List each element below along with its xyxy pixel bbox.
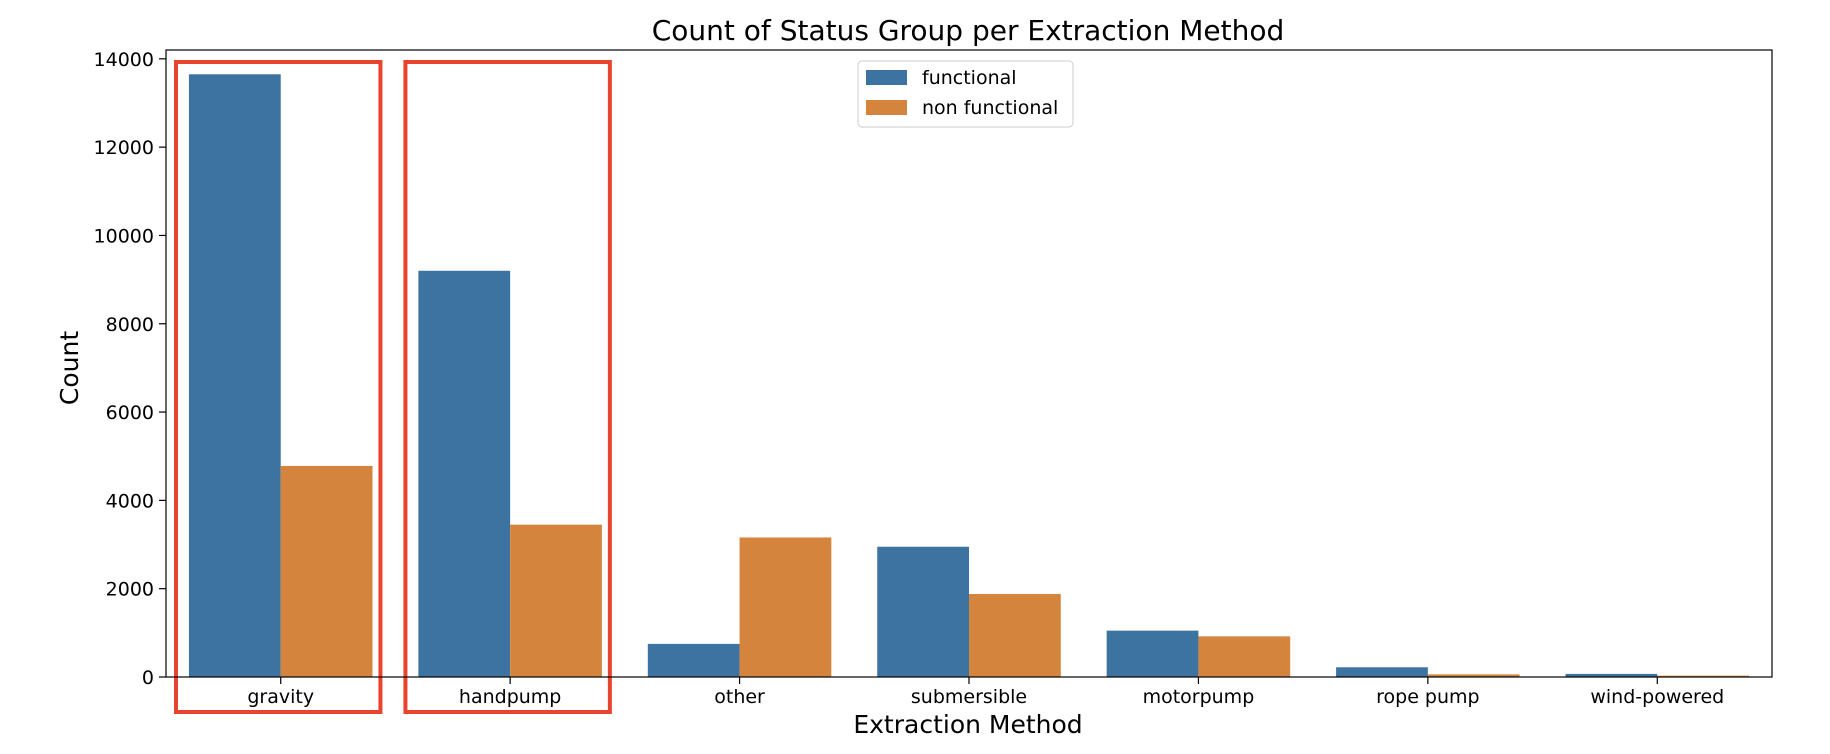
bar [1565, 673, 1658, 677]
x-tick-label: wind-powered [1590, 686, 1724, 708]
bar [739, 537, 832, 677]
x-axis-title: Extraction Method [853, 710, 1082, 739]
y-axis-title: Count [55, 331, 84, 405]
bar [969, 593, 1061, 677]
bar [510, 524, 602, 677]
legend-label: functional [922, 67, 1017, 89]
x-tick-label: rope pump [1376, 686, 1479, 708]
legend-swatch [866, 100, 907, 115]
x-tick-label: motorpump [1143, 686, 1255, 708]
legend-box [857, 60, 1074, 128]
y-tick-label: 14000 [94, 49, 154, 71]
highlight-box [174, 60, 383, 714]
bar [1427, 674, 1520, 677]
legend-label: non functional [922, 97, 1058, 119]
plot-frame [165, 49, 1773, 678]
y-tick-label: 10000 [94, 225, 154, 247]
bar [877, 546, 969, 677]
x-tick-label: submersible [911, 686, 1027, 708]
bar [418, 270, 511, 677]
legend: functional non functional [857, 60, 1074, 128]
bar [647, 643, 740, 677]
x-tick-label: gravity [247, 686, 314, 708]
bars-group [188, 74, 1750, 677]
highlight-box [403, 60, 612, 714]
highlight-boxes [174, 60, 612, 714]
legend-swatch [866, 70, 907, 85]
y-tick-label: 6000 [106, 402, 154, 424]
bar [1106, 630, 1199, 677]
bar [188, 74, 281, 677]
y-tick-label: 2000 [106, 579, 154, 601]
y-tick-label: 0 [142, 667, 154, 689]
y-tick-label: 12000 [94, 137, 154, 159]
y-axis: 0 2000 4000 6000 8000 10000 12000 14000 [94, 49, 166, 689]
y-tick-label: 8000 [106, 314, 154, 336]
bar [1198, 636, 1291, 677]
bar [1657, 675, 1750, 677]
x-axis: gravity handpump other submersible motorpump… [247, 677, 1724, 708]
x-tick-label: other [714, 686, 765, 708]
chart-title: Count of Status Group per Extraction Met… [652, 14, 1284, 47]
bar [280, 465, 373, 677]
x-tick-label: handpump [459, 686, 561, 708]
bar [1336, 667, 1428, 677]
y-tick-label: 4000 [106, 490, 154, 512]
